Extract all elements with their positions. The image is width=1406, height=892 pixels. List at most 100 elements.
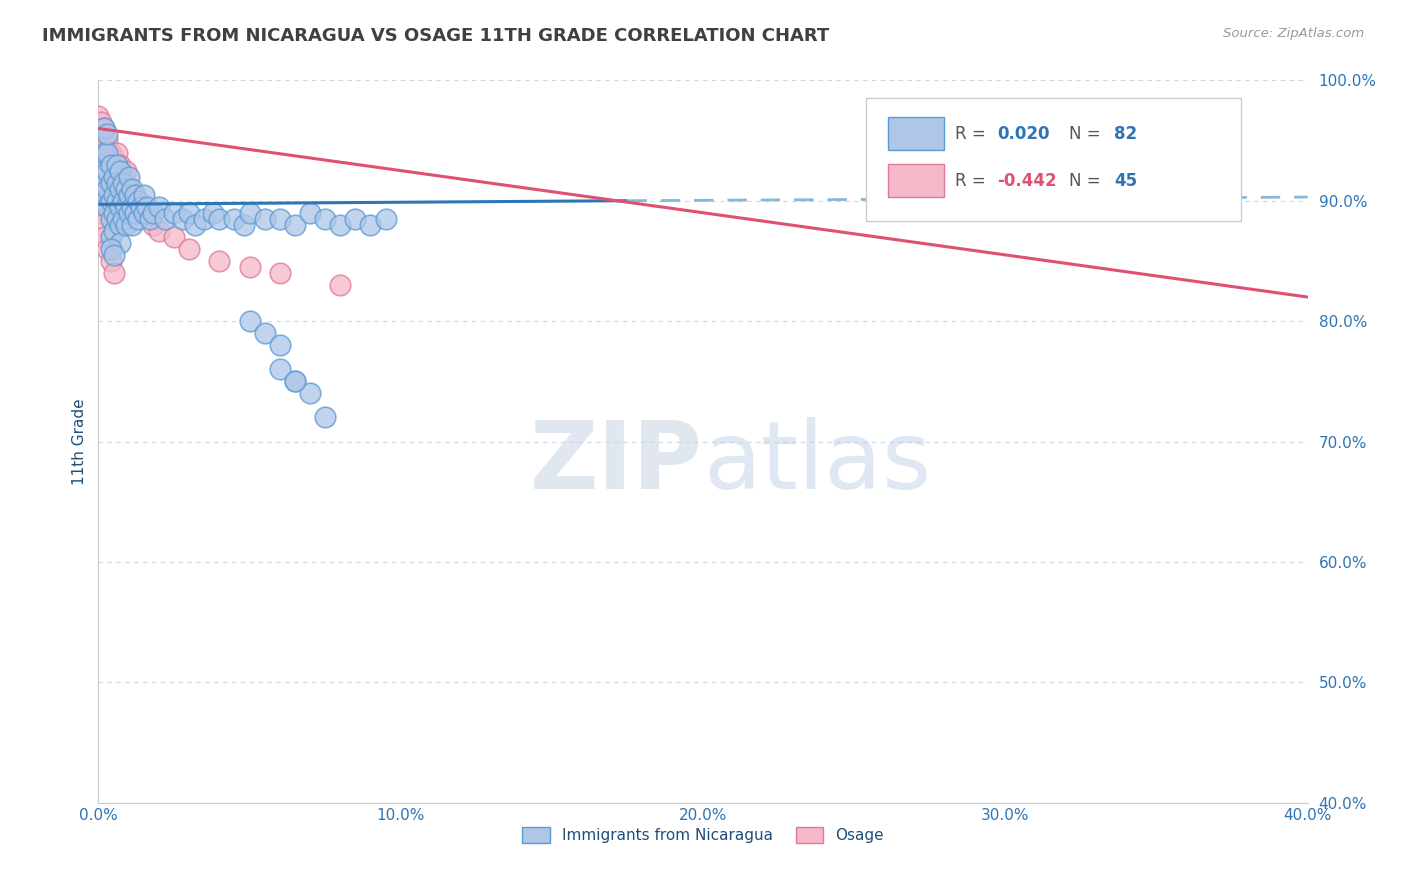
Point [93,121,115,136]
Point [111,211,134,226]
Point [284,374,307,388]
Point [374,211,396,226]
Point [100,157,122,171]
Point [96,242,118,256]
Point [93,194,115,208]
Point [344,211,367,226]
Point [100,242,122,256]
Point [124,200,146,214]
Point [284,218,307,232]
Point [103,224,125,238]
Point [118,187,141,202]
Point [253,326,276,340]
Point [90,152,112,166]
Point [100,145,122,160]
Point [329,277,352,292]
Point [224,211,246,226]
Point [142,205,165,219]
Point [208,253,231,268]
Point [103,266,125,280]
Point [93,145,115,160]
Point [184,218,207,232]
Point [124,205,146,219]
Point [142,218,165,232]
Point [100,181,122,195]
Point [96,133,118,147]
Point [93,229,115,244]
Text: Source: ZipAtlas.com: Source: ZipAtlas.com [1223,27,1364,40]
Point [100,176,122,190]
Point [179,242,201,256]
Point [127,211,149,226]
Point [299,386,322,401]
Point [90,218,112,232]
Point [96,187,118,202]
Point [96,152,118,166]
Point [269,211,291,226]
Point [163,205,186,219]
Point [360,218,382,232]
Point [118,181,141,195]
Point [139,211,162,226]
Point [108,157,131,171]
Point [148,200,170,214]
Point [135,200,157,214]
Point [193,211,215,226]
Point [114,200,136,214]
Point [153,211,176,226]
Point [124,187,146,202]
Point [93,169,115,184]
Text: N =: N = [1070,172,1107,190]
Text: 82: 82 [1114,125,1137,143]
Point [96,145,118,160]
Point [314,410,336,425]
Text: -0.442: -0.442 [997,172,1056,190]
Point [239,260,262,274]
Point [132,187,155,202]
Point [132,205,155,219]
Point [87,128,110,142]
Point [105,157,128,171]
Y-axis label: 11th Grade: 11th Grade [72,398,87,485]
Point [148,224,170,238]
Point [108,200,131,214]
Point [103,169,125,184]
Point [103,169,125,184]
Point [90,133,112,147]
Point [108,163,131,178]
FancyBboxPatch shape [889,164,943,197]
Point [93,194,115,208]
Legend: Immigrants from Nicaragua, Osage: Immigrants from Nicaragua, Osage [516,822,890,849]
Point [105,194,128,208]
Point [103,152,125,166]
Point [90,205,112,219]
Text: 0.020: 0.020 [997,125,1049,143]
Point [87,109,110,123]
Point [108,235,131,250]
Point [90,169,112,184]
Text: atlas: atlas [703,417,931,509]
Point [269,338,291,352]
Point [93,176,115,190]
Point [96,169,118,184]
Point [96,163,118,178]
Point [96,181,118,195]
Point [100,229,122,244]
Text: N =: N = [1070,125,1107,143]
Point [202,205,225,219]
Point [105,163,128,178]
Point [132,205,155,219]
Point [127,194,149,208]
Point [172,211,194,226]
Point [232,218,254,232]
Point [179,205,201,219]
Point [299,205,322,219]
Point [96,200,118,214]
Point [269,266,291,280]
Point [121,181,143,195]
Point [100,194,122,208]
Point [103,205,125,219]
Text: R =: R = [955,125,990,143]
Point [111,176,134,190]
Point [284,374,307,388]
